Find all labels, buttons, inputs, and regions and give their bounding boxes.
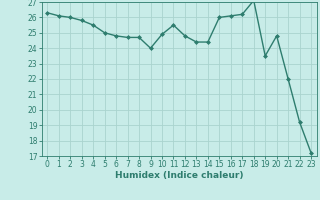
- X-axis label: Humidex (Indice chaleur): Humidex (Indice chaleur): [115, 171, 244, 180]
